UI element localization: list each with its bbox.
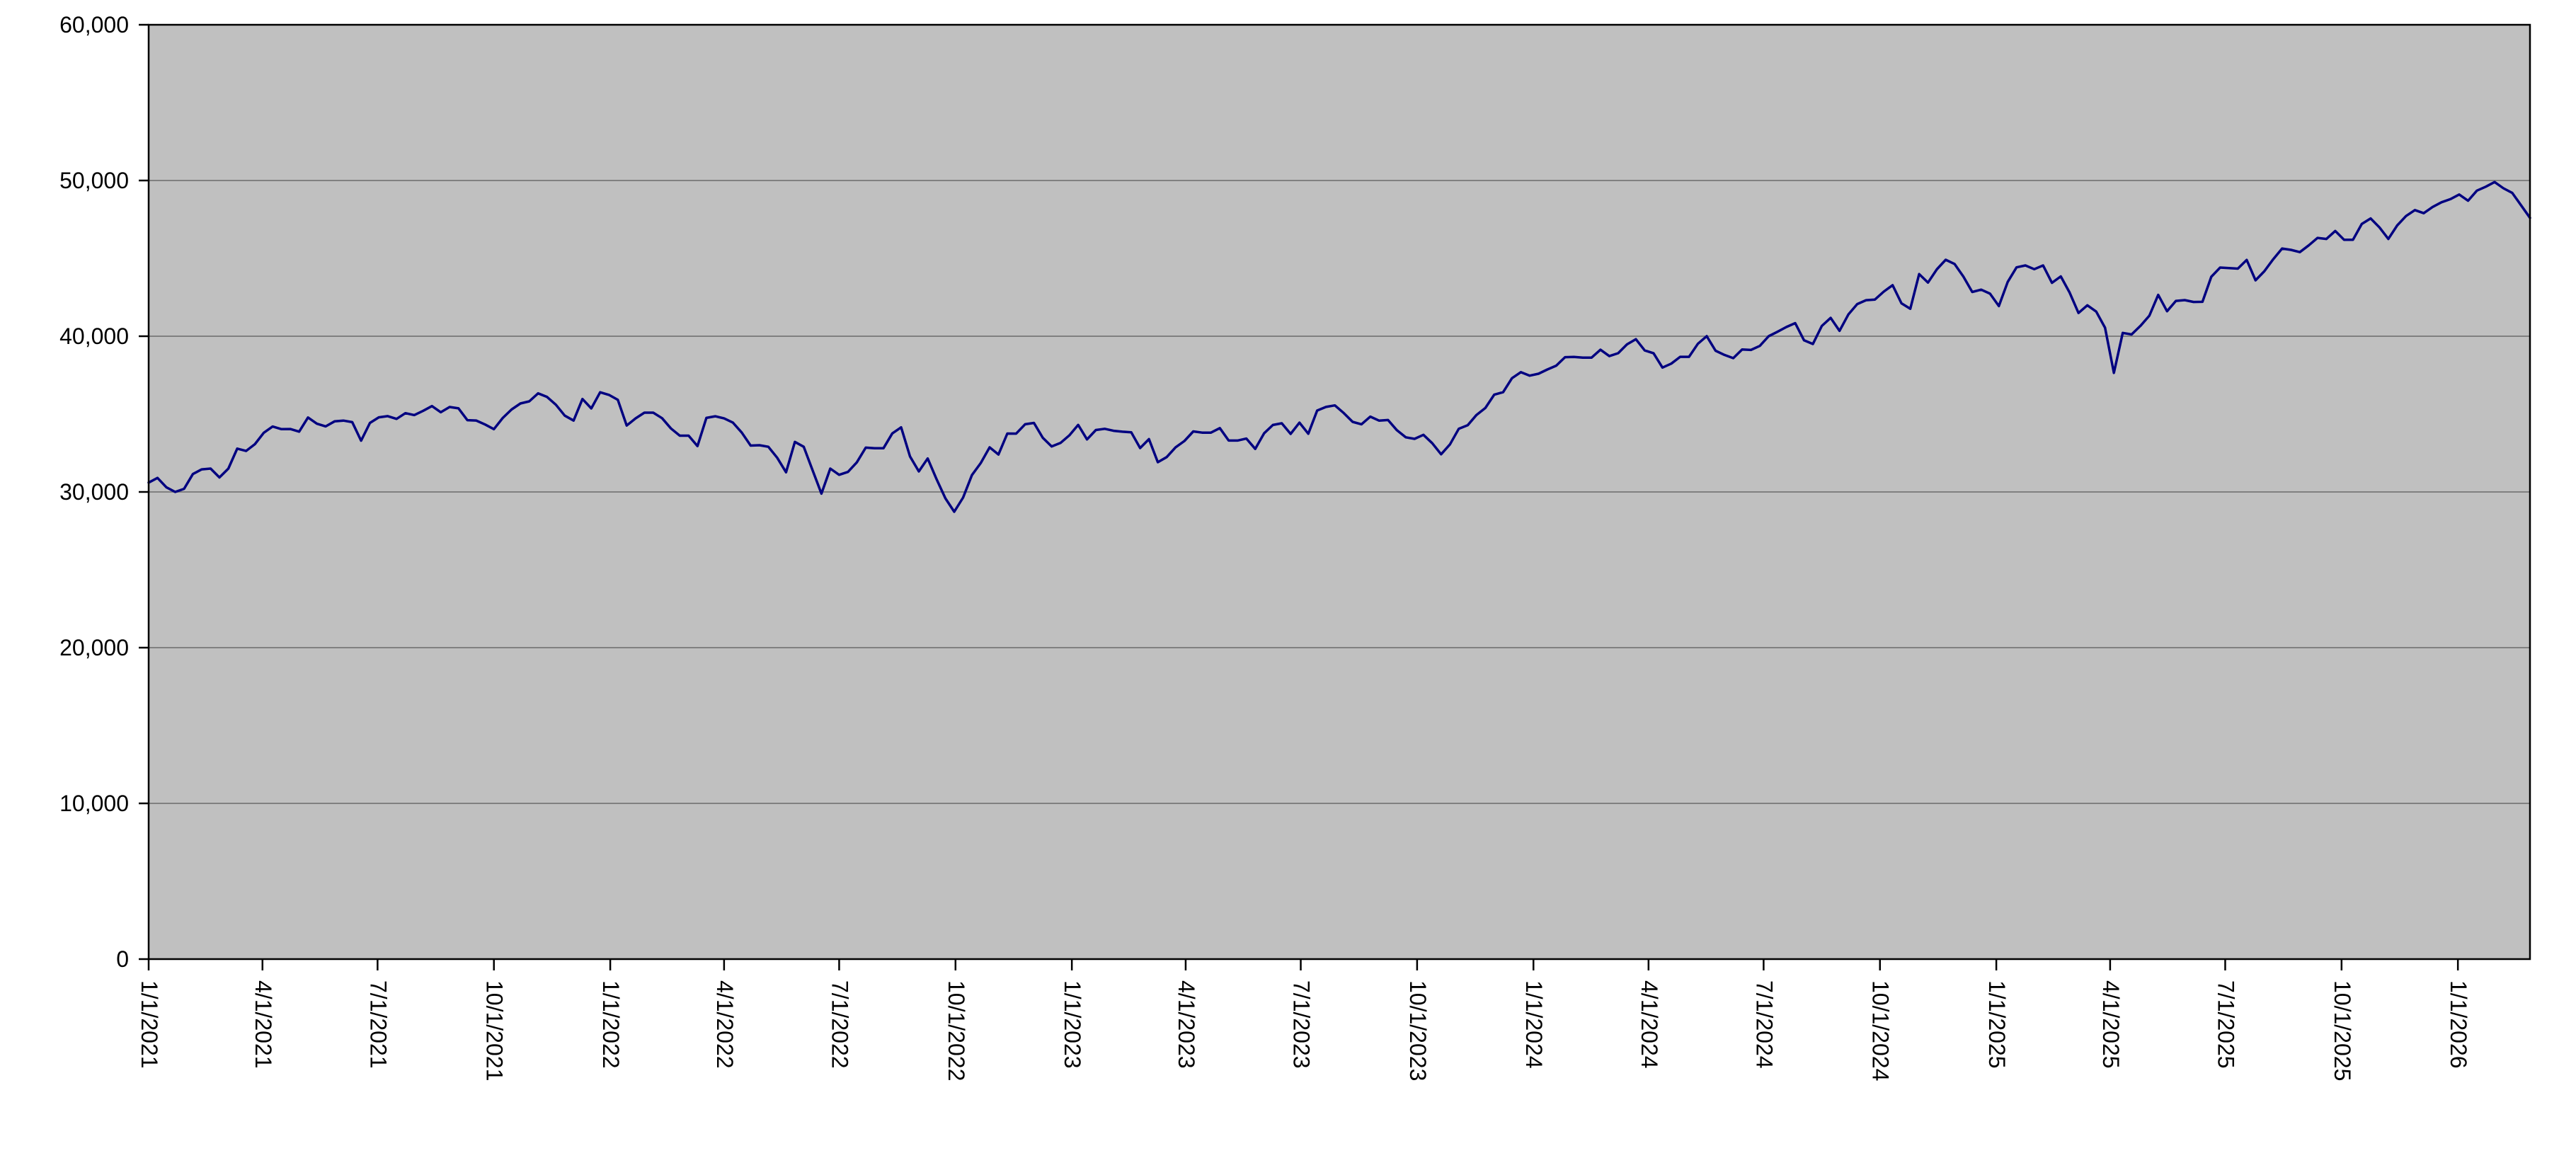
x-axis-label: 10/1/2021 xyxy=(482,980,508,1081)
x-axis-label: 1/1/2022 xyxy=(598,980,624,1069)
x-axis-label: 4/1/2022 xyxy=(712,980,738,1069)
x-axis-label: 7/1/2022 xyxy=(827,980,852,1069)
y-axis-label: 0 xyxy=(116,946,129,972)
x-axis-label: 4/1/2023 xyxy=(1174,980,1199,1069)
x-axis-label: 4/1/2024 xyxy=(1637,980,1662,1069)
y-axis-label: 20,000 xyxy=(59,635,129,660)
x-axis-label: 7/1/2021 xyxy=(365,980,391,1069)
x-axis-label: 1/1/2026 xyxy=(2446,980,2471,1069)
y-axis-label: 30,000 xyxy=(59,479,129,505)
x-axis-label: 4/1/2021 xyxy=(251,980,276,1069)
x-axis-label: 1/1/2024 xyxy=(1521,980,1547,1069)
x-axis-label: 1/1/2021 xyxy=(137,980,162,1069)
x-axis-label: 1/1/2025 xyxy=(1984,980,2010,1069)
y-axis-label: 10,000 xyxy=(59,791,129,816)
x-axis-label: 4/1/2025 xyxy=(2098,980,2124,1069)
x-axis-label: 7/1/2024 xyxy=(1751,980,1777,1069)
data-series-line xyxy=(147,180,2531,513)
y-axis-label: 40,000 xyxy=(59,323,129,349)
x-axis-label: 10/1/2022 xyxy=(944,980,969,1081)
x-axis-label: 10/1/2023 xyxy=(1405,980,1431,1081)
x-axis-label: 1/1/2023 xyxy=(1060,980,1085,1069)
y-axis-label: 50,000 xyxy=(59,168,129,193)
x-axis-label: 7/1/2023 xyxy=(1289,980,1315,1069)
x-axis-label: 10/1/2024 xyxy=(1868,980,1894,1081)
x-axis-label: 10/1/2025 xyxy=(2330,980,2355,1081)
y-axis-label: 60,000 xyxy=(59,12,129,38)
x-axis-label: 7/1/2025 xyxy=(2213,980,2238,1069)
